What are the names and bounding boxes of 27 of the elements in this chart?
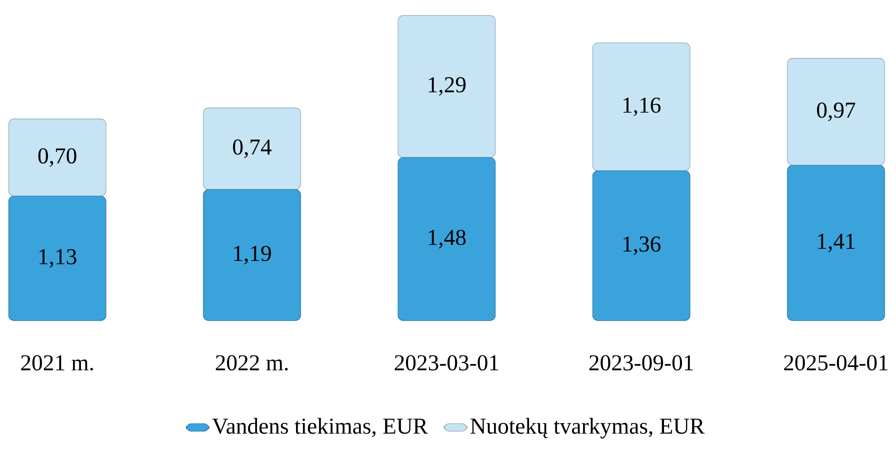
bar — [592, 170, 690, 321]
bar — [398, 15, 496, 158]
data-label: 1,36 — [623, 236, 660, 255]
bar — [787, 164, 885, 321]
data-label: 1,29 — [428, 77, 466, 96]
bar — [592, 42, 690, 172]
x-tick-label: 2021 m. — [21, 355, 93, 371]
x-tick-label: 2023-09-01 — [589, 355, 693, 370]
data-label: 1,13 — [39, 249, 76, 268]
data-label: 1,19 — [234, 246, 271, 264]
bar — [203, 189, 301, 321]
data-label: 0,97 — [817, 102, 856, 122]
data-label: 0,70 — [38, 148, 76, 167]
x-tick-label: 2025-04-01 — [784, 355, 888, 370]
x-tick-label: 2023-03-01 — [394, 355, 498, 370]
data-label: 0,74 — [233, 139, 272, 158]
bar — [203, 108, 301, 190]
legend-label: Vandens tiekimas, EUR — [212, 418, 428, 438]
x-tick-label: 2022 m. — [216, 355, 288, 371]
bar — [8, 118, 106, 196]
bar — [787, 58, 885, 166]
bar — [8, 196, 106, 321]
data-label: 1,48 — [428, 230, 466, 248]
legend-label: Nuotekų tvarkymas, EUR — [470, 418, 705, 438]
data-label: 1,41 — [818, 234, 854, 252]
bar — [398, 157, 496, 321]
data-label: 1,16 — [623, 98, 660, 116]
